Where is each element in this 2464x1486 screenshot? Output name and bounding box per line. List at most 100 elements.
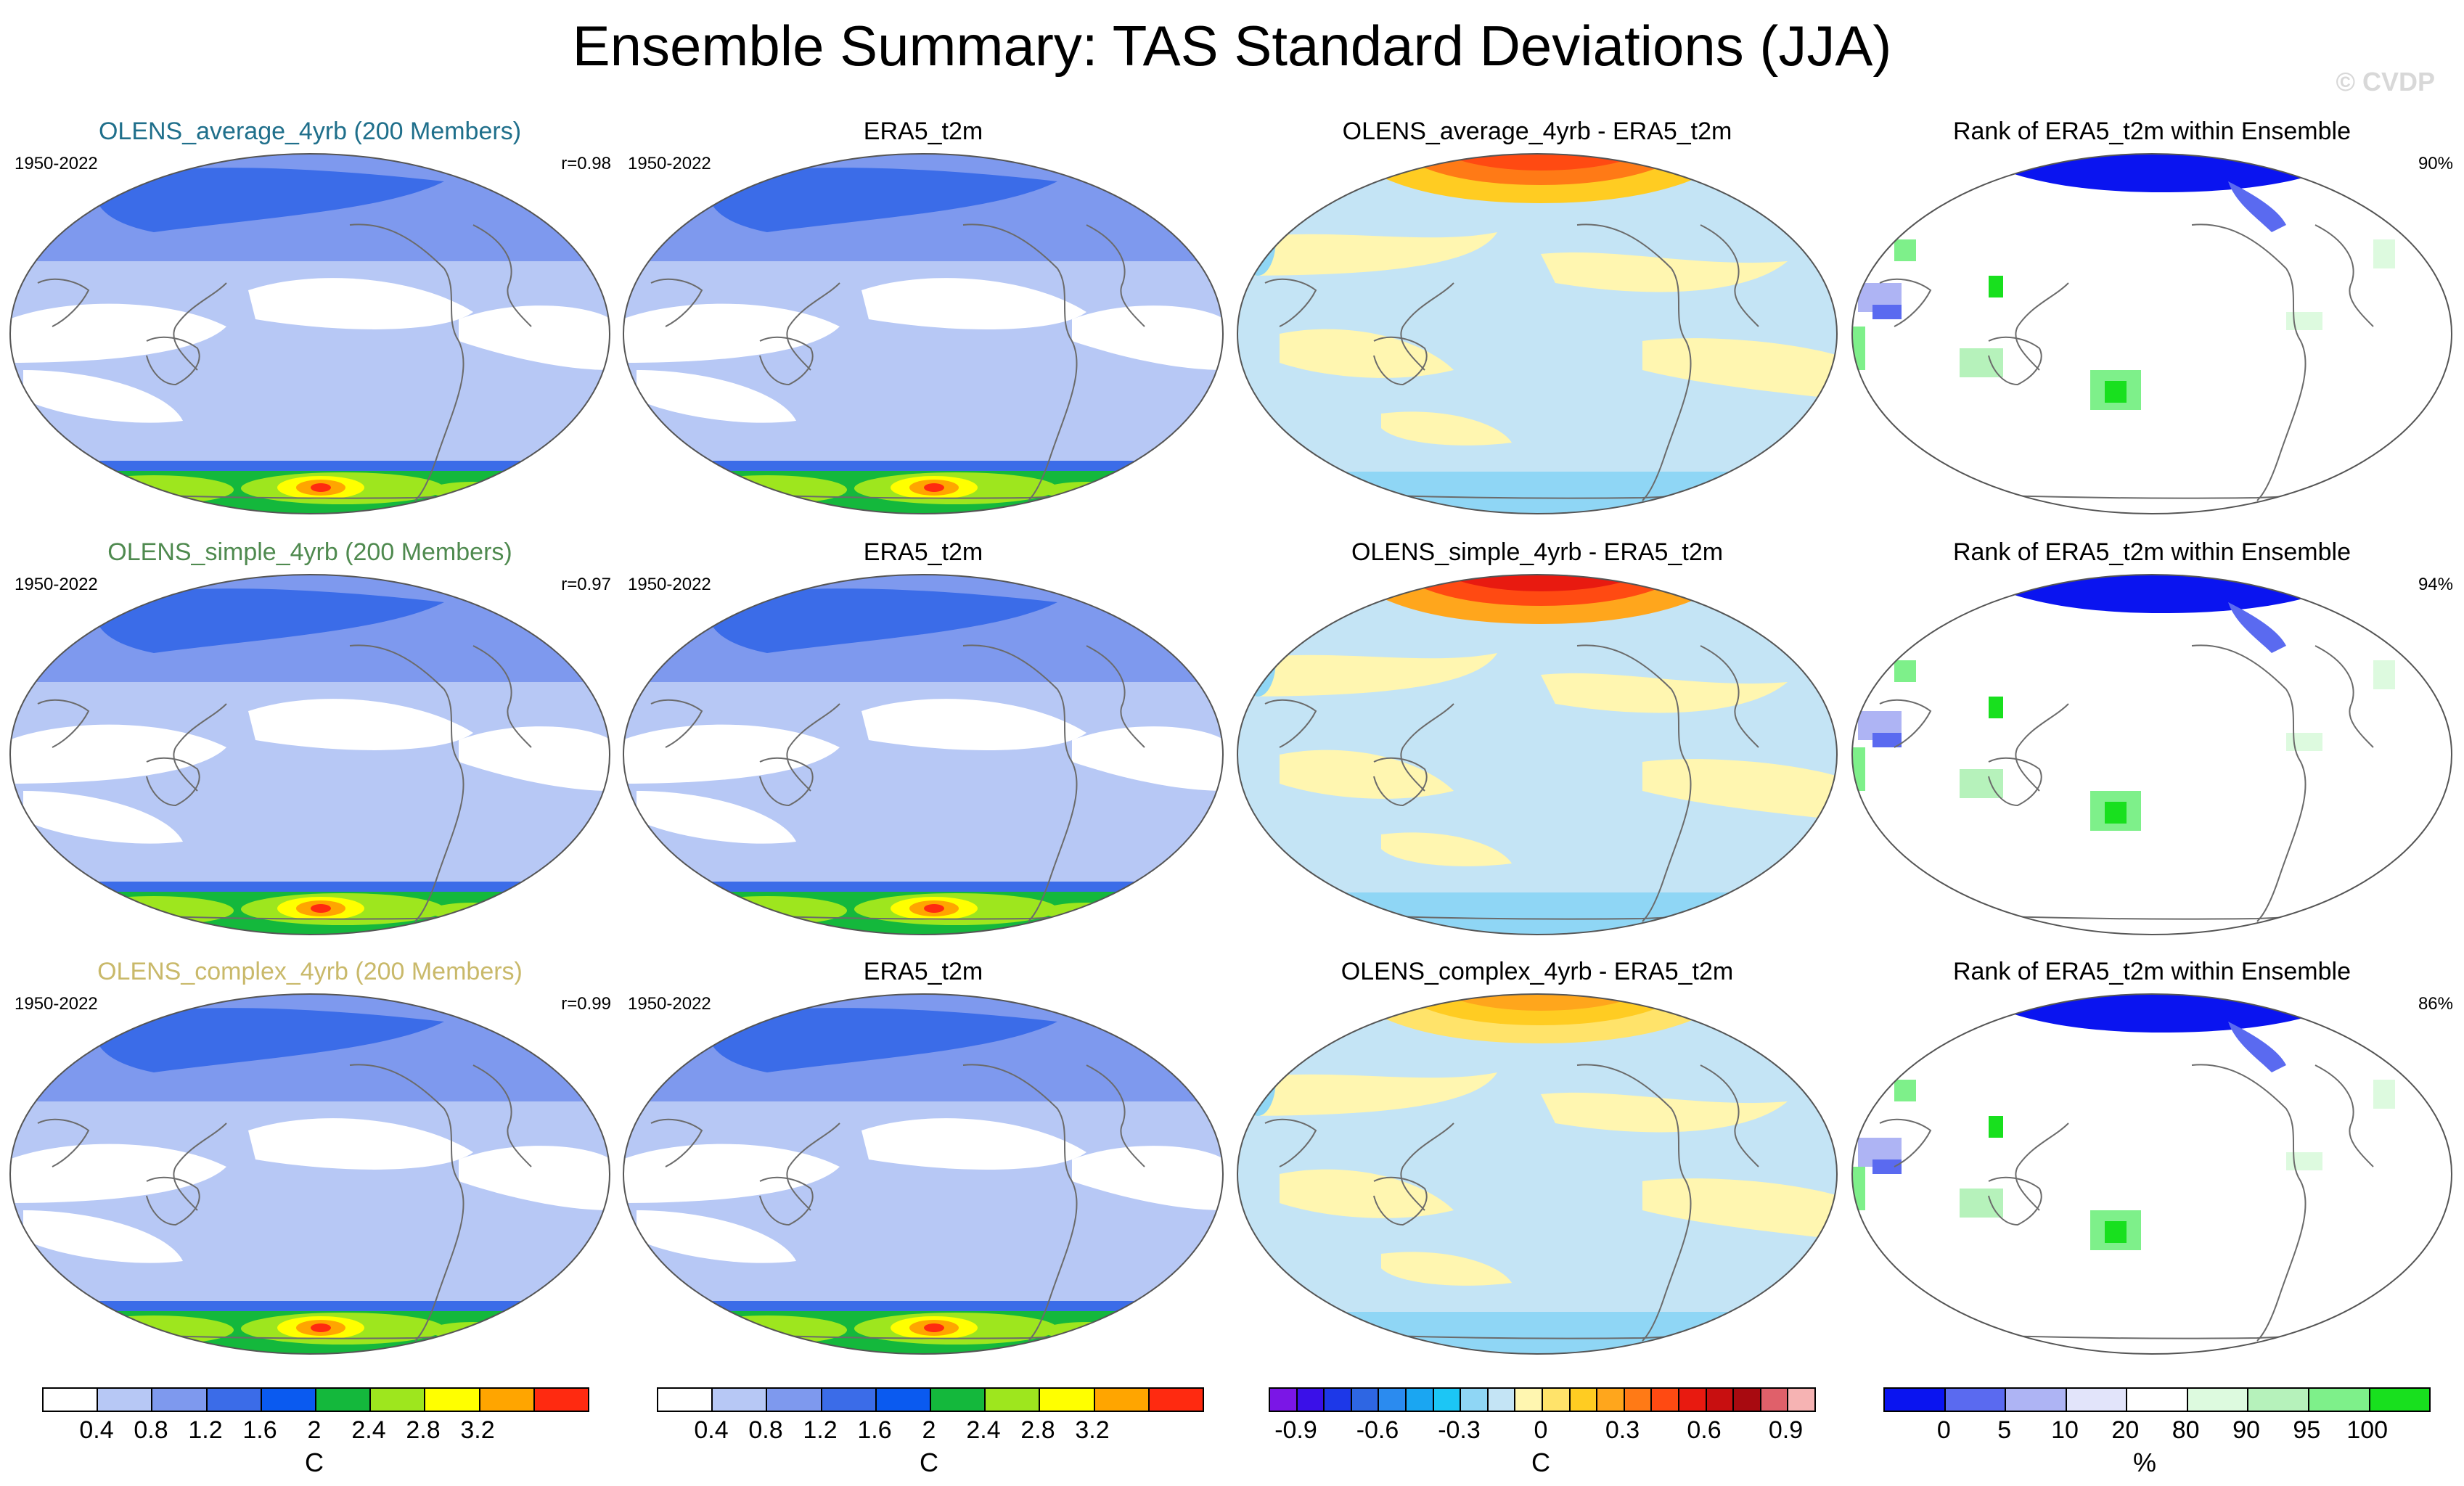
legend-swatch [2248, 1389, 2309, 1411]
legend-swatch [822, 1389, 877, 1411]
period-label-r3-c2: 1950-2022 [628, 994, 711, 1014]
legend-swatch [2006, 1389, 2067, 1411]
legend-tick-label: 0.6 [1687, 1416, 1722, 1444]
coastline [962, 223, 1078, 501]
legend-swatch [1734, 1389, 1761, 1411]
map-r1-c1 [9, 153, 610, 514]
legend-tick-label: 2.4 [351, 1416, 386, 1444]
correlation-label-r2: r=0.97 [561, 575, 611, 594]
legend-swatch [931, 1389, 986, 1411]
legend-swatch [1488, 1389, 1516, 1411]
coastline [962, 644, 1078, 922]
map-border [623, 574, 1224, 935]
coastline [146, 336, 200, 386]
map-border [623, 153, 1224, 514]
legend-swatch [1624, 1389, 1653, 1411]
coastline [786, 703, 840, 792]
coastline [1373, 1176, 1428, 1226]
panel-title-r3-c2: ERA5_t2m [863, 958, 983, 985]
map-r1-c3 [1237, 153, 1838, 514]
diff-legend-bar [1269, 1387, 1816, 1412]
map-border [1851, 153, 2452, 514]
legend-tick-label: 0.4 [694, 1416, 729, 1444]
legend-tick-label: 95 [2293, 1416, 2321, 1444]
coastline [650, 1118, 703, 1167]
panel-title-r1-c1: OLENS_average_4yrb (200 Members) [98, 118, 522, 145]
coastline [1400, 282, 1454, 371]
stddev-legend-obs-bar [657, 1387, 1204, 1412]
panel-title-r2-c3: OLENS_simple_4yrb - ERA5_t2m [1351, 538, 1724, 566]
legend-tick-label: 1.2 [803, 1416, 838, 1444]
coastline [37, 278, 90, 327]
legend-swatch [2370, 1389, 2430, 1411]
map-r2-c2 [623, 574, 1224, 935]
legend-tick-label: -0.9 [1274, 1416, 1317, 1444]
coastline [146, 1176, 200, 1226]
panel-title-r1-c3: OLENS_average_4yrb - ERA5_t2m [1342, 118, 1732, 145]
legend-swatch [1570, 1389, 1598, 1411]
legend-tick-label: 1.2 [188, 1416, 223, 1444]
legend-tick-label: 90 [2232, 1416, 2260, 1444]
legend-swatch [98, 1389, 153, 1411]
map-border [9, 993, 610, 1355]
coastline [1373, 757, 1428, 807]
legend-swatch [767, 1389, 822, 1411]
map-r1-c2 [623, 153, 1224, 514]
coastline [759, 336, 814, 386]
legend-swatch [1788, 1389, 1814, 1411]
map-r3-c3 [1237, 993, 1838, 1355]
coastline [1373, 336, 1428, 386]
coastline [1879, 699, 1932, 748]
coastline [1576, 1064, 1692, 1342]
legend-swatch [371, 1389, 426, 1411]
stddev-legend-obs-unit: C [920, 1448, 938, 1477]
legend-swatch [2187, 1389, 2249, 1411]
coastline [1700, 224, 1759, 327]
legend-swatch [480, 1389, 535, 1411]
map-r3-c4 [1851, 993, 2452, 1355]
legend-tick-label: 1.6 [242, 1416, 277, 1444]
coastline [173, 703, 227, 792]
coastline [1576, 223, 1692, 501]
coastline [1988, 1176, 2042, 1226]
coastline [2314, 1064, 2374, 1167]
coastline [1700, 645, 1759, 748]
panel-title-r3-c4: Rank of ERA5_t2m within Ensemble [1952, 958, 2352, 985]
legend-swatch [1094, 1389, 1150, 1411]
legend-swatch [1652, 1389, 1679, 1411]
map-border [9, 153, 610, 514]
period-label-r1-c1: 1950-2022 [15, 154, 98, 173]
legend-swatch [1379, 1389, 1407, 1411]
coastline [472, 224, 532, 327]
map-border [1237, 993, 1838, 1355]
legend-swatch [316, 1389, 372, 1411]
coastline [1400, 703, 1454, 792]
legend-tick-label: 2.4 [966, 1416, 1001, 1444]
legend-swatch [534, 1389, 589, 1411]
rank-percent-label-r1: 90% [2418, 154, 2453, 173]
legend-tick-label: 0 [1534, 1416, 1548, 1444]
rank-legend-bar [1883, 1387, 2431, 1412]
legend-tick-label: 2 [307, 1416, 322, 1444]
legend-swatch [1297, 1389, 1325, 1411]
legend-swatch [876, 1389, 932, 1411]
map-r3-c2 [623, 993, 1224, 1355]
legend-swatch [1542, 1389, 1571, 1411]
legend-tick-label: 0.4 [79, 1416, 114, 1444]
coastline [1086, 224, 1145, 327]
legend-swatch [2309, 1389, 2370, 1411]
map-r1-c4 [1851, 153, 2452, 514]
rank-percent-label-r2: 94% [2418, 575, 2453, 594]
legend-swatch [1270, 1389, 1298, 1411]
correlation-label-r1: r=0.98 [561, 154, 611, 173]
period-label-r2-c1: 1950-2022 [15, 575, 98, 594]
map-border [1237, 153, 1838, 514]
map-r3-c1 [9, 993, 610, 1355]
legend-swatch [1945, 1389, 2007, 1411]
legend-tick-label: 0.9 [1768, 1416, 1804, 1444]
legend-tick-label: 3.2 [1075, 1416, 1110, 1444]
legend-swatch [425, 1389, 480, 1411]
coastline [1988, 757, 2042, 807]
map-border [9, 574, 610, 935]
legend-tick-label: -0.3 [1438, 1416, 1481, 1444]
